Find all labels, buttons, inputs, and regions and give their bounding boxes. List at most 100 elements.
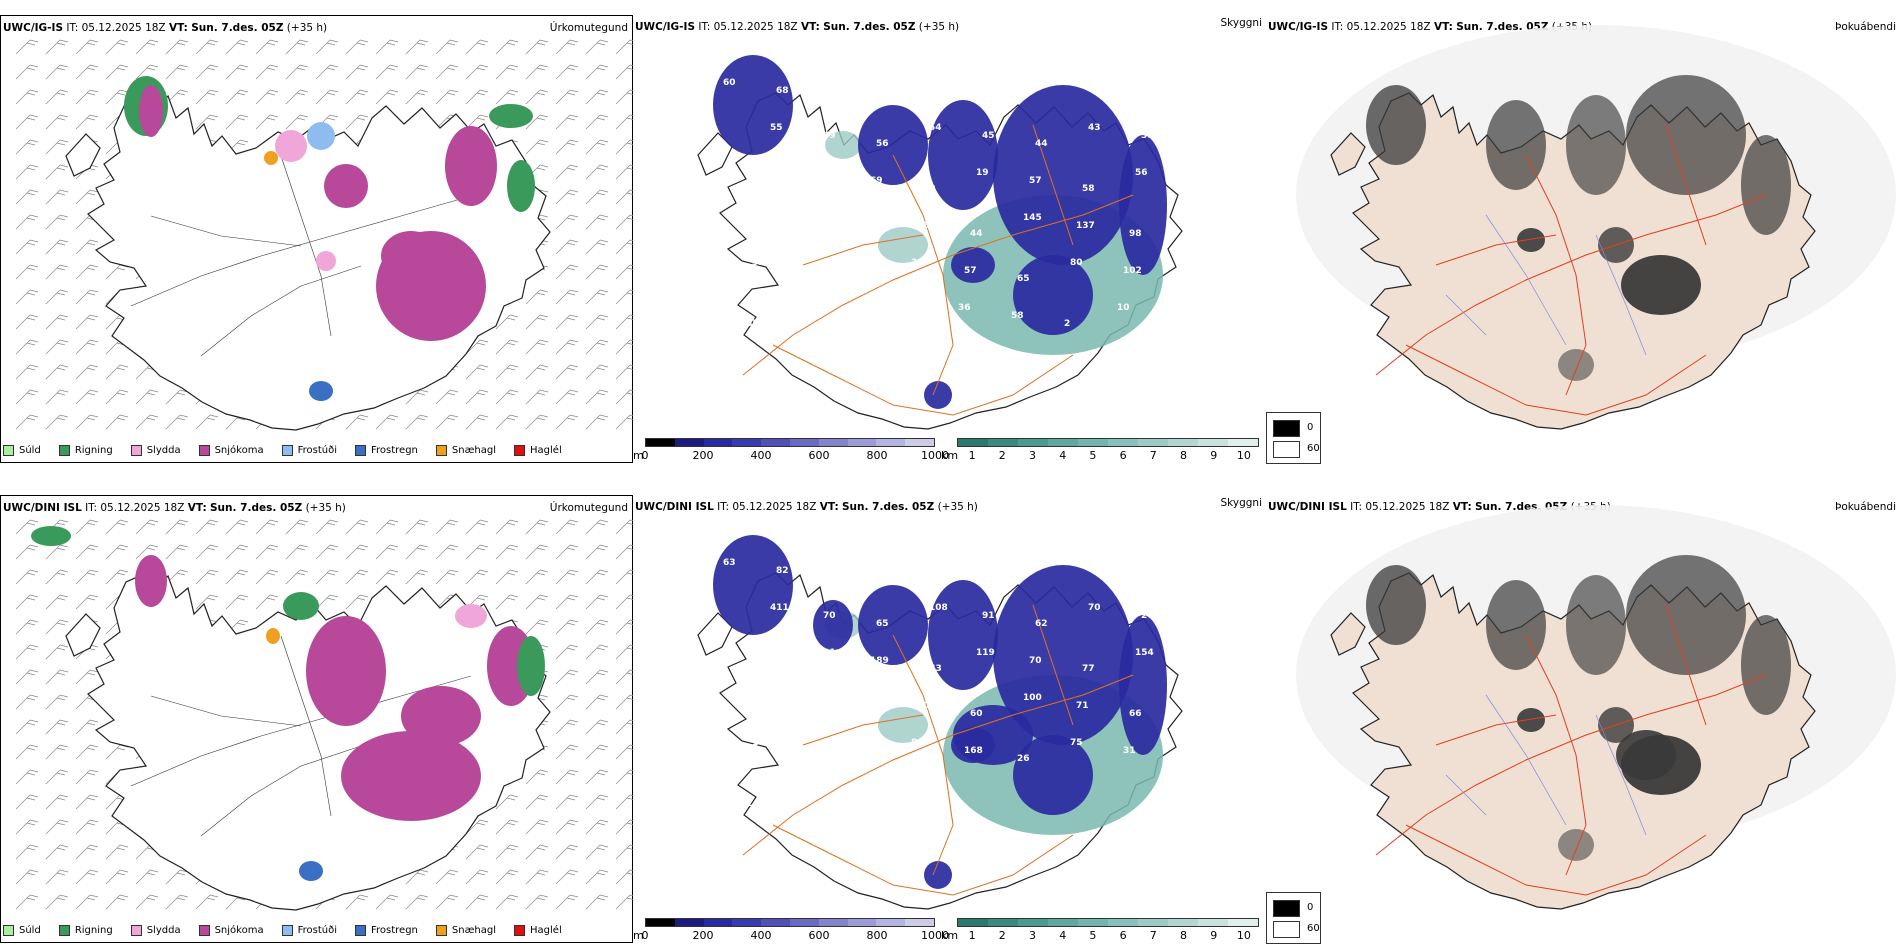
cloud-base-value: 71 — [1076, 701, 1089, 711]
legend-label: Súld — [19, 925, 41, 936]
legend-swatch — [3, 925, 14, 936]
precip-legend: Súld Rigning Slydda Snjókoma Frostúði Frostre… — [3, 445, 562, 456]
colorbar-tick: 600 — [808, 449, 830, 462]
legend-label: Rigning — [74, 445, 113, 456]
legend-swatch — [58, 925, 70, 936]
colorbar-tick: 2 — [998, 449, 1006, 462]
legend-label: Súld — [19, 445, 41, 456]
colorbar-segment — [958, 919, 988, 926]
legend-swatch — [198, 925, 210, 936]
cloud-base-value: 44 — [970, 229, 983, 239]
cloud-base-value: 119 — [976, 648, 995, 658]
fog-indicator-area — [1566, 95, 1626, 195]
legend-label: Frostregn — [371, 445, 418, 456]
cloud-base-area — [928, 100, 998, 210]
panel-variable: Skyggni — [1220, 497, 1263, 509]
colorbar-unit: m — [633, 449, 644, 462]
colorbar-tick: 1 — [968, 929, 976, 942]
fog-indicator-area — [1566, 575, 1626, 675]
cloud-base-value: 64 — [758, 701, 771, 711]
cloud-base-value: 60 — [970, 709, 983, 719]
colorbar-tick: 0 — [641, 929, 649, 942]
fog-legend-dark — [1273, 420, 1300, 437]
colorbar-tick: 6 — [1119, 929, 1127, 942]
cloud-base-area — [953, 705, 1033, 765]
cloud-base-value: 70 — [823, 611, 836, 621]
road-network — [1375, 124, 1767, 416]
colorbar-segment — [1138, 439, 1168, 446]
visibility-colorbar-2: km 1 2 3 4 5 6 7 8 9 10 — [941, 916, 1264, 946]
legend-item: Rigning — [58, 925, 113, 936]
colorbar-tick: 1 — [968, 449, 976, 462]
colorbar-segment — [674, 439, 704, 446]
legend-item: Frostregn — [355, 925, 418, 936]
colorbar-segment — [905, 919, 934, 926]
colorbar-segment — [1228, 919, 1258, 926]
fog-legend-2: 0 60 — [1266, 892, 1321, 944]
fog-legend-light — [1273, 441, 1300, 458]
cloud-base-value: 55 — [770, 123, 783, 133]
cloud-base-value: 48 — [805, 746, 818, 756]
cloud-base-value: 62 — [1035, 619, 1048, 629]
cloud-base-area — [1119, 135, 1167, 275]
colorbar-tick: 800 — [866, 929, 888, 942]
road-network — [742, 604, 1134, 896]
cloud-base-value: 62 — [1094, 566, 1107, 576]
colorbar-segment — [1198, 439, 1228, 446]
legend-swatch — [58, 445, 70, 456]
colorbar-tick: 8 — [1180, 929, 1187, 942]
cloud-base-value: 80 — [917, 701, 930, 711]
colorbar-segment — [732, 919, 762, 926]
snow-area — [401, 686, 481, 746]
cloud-base-value: 84 — [911, 738, 924, 748]
cloud-base-colorbar-2: m 0 200 400 600 800 1000 — [633, 916, 949, 946]
fog-indicator-area — [1626, 75, 1746, 195]
rivers — [1445, 694, 1647, 836]
legend-label: Frostúði — [297, 925, 337, 936]
cloud-base-value: 45 — [982, 131, 995, 141]
cloud-base-value: 75 — [1070, 738, 1083, 748]
cloud-base-value: 85 — [746, 319, 759, 329]
colorbar-tick: 1000 — [921, 449, 949, 462]
colorbar-tick: 5 — [1089, 929, 1097, 942]
precip-map — [15, 39, 634, 431]
cloud-base-area — [993, 565, 1133, 745]
colorbar-tick: 8 — [1180, 449, 1187, 462]
fog-indicator-area — [1486, 100, 1546, 190]
cloud-base-value: 68 — [776, 86, 789, 96]
colorbar-segment — [958, 439, 988, 446]
colorbar-segment — [1108, 919, 1138, 926]
cloud-base-value: 60 — [723, 78, 736, 88]
panel-variable: Skyggni — [1220, 17, 1263, 29]
cloud-base-value: 241 — [746, 799, 765, 809]
fog-legend-light-label: 60 — [1307, 443, 1320, 454]
cloud-base-value: 411 — [770, 603, 789, 613]
fog-indicator-area — [1366, 565, 1426, 645]
cloud-base-value: 70 — [1029, 656, 1042, 666]
cloud-base-area — [813, 600, 853, 650]
cloud-base-value: 191 — [817, 648, 836, 658]
colorbar-segment — [789, 919, 819, 926]
rain-area — [283, 592, 319, 620]
colorbar-segment — [988, 439, 1018, 446]
cloud-base-value: 137 — [1076, 221, 1095, 231]
legend-item: Frostúði — [281, 445, 337, 456]
snow-area — [381, 231, 441, 281]
colorbar-segment — [1048, 919, 1078, 926]
cloud-base-area — [858, 105, 928, 185]
colorbar-segment — [703, 439, 733, 446]
cloud-base-value: 68 — [799, 783, 812, 793]
fog-indicator-area — [1741, 135, 1791, 235]
snow-pellet-area — [264, 151, 278, 165]
colorbar-segment — [789, 439, 819, 446]
cloud-base-area — [1013, 255, 1093, 335]
colorbar-segment — [876, 439, 906, 446]
colorbar-tick: 400 — [750, 929, 772, 942]
legend-swatch — [3, 445, 14, 456]
colorbar-segment — [761, 919, 790, 926]
cloud-base-value: 145 — [1023, 213, 1042, 223]
fog-indicator-area — [1741, 615, 1791, 715]
road-network — [1375, 604, 1767, 896]
legend-item: Súld — [3, 445, 41, 456]
colorbar-segment — [1168, 439, 1198, 446]
